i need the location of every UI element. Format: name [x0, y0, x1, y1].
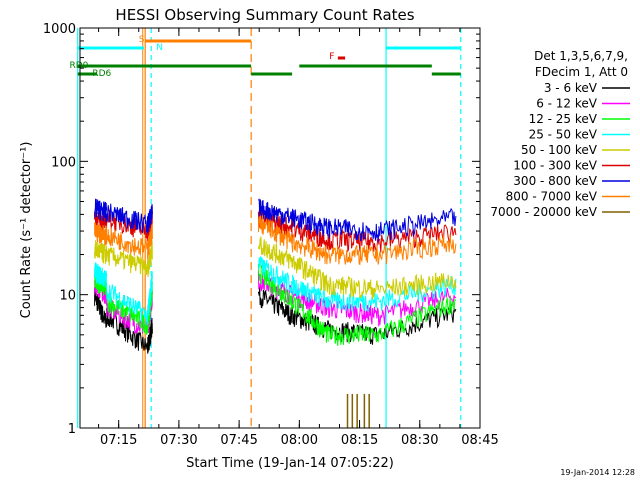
series-3-segment-0 [94, 262, 108, 288]
y-tick-label-1: 10 [59, 289, 76, 304]
series-5-segment-5 [327, 229, 380, 253]
series-1-segment-6 [378, 287, 457, 326]
series-0-segment-0 [94, 287, 108, 328]
series-7-segment-1 [106, 227, 149, 256]
series-0-segment-3 [257, 286, 293, 325]
series-6-segment-2 [147, 204, 153, 234]
series-4-segment-6 [378, 272, 457, 296]
chart-title: HESSI Observing Summary Count Rates [115, 6, 414, 24]
y-axis-label: Count Rate (s⁻¹ detector⁻¹) [19, 142, 34, 319]
series-7-segment-0 [94, 222, 108, 246]
x-axis-label: Start Time (19-Jan-14 07:05:22) [186, 456, 394, 471]
series-6-segment-4 [291, 208, 329, 237]
y-tick-label-0: 1 [68, 422, 76, 437]
y-tick-label-3: 1000 [43, 22, 76, 37]
legend-label-6: 300 - 800 keV [513, 174, 597, 188]
series-2-segment-6 [378, 296, 457, 340]
series-2-segment-5 [327, 324, 380, 346]
x-tick-label-4: 08:15 [341, 433, 378, 448]
legend-label-7: 800 - 7000 keV [506, 190, 598, 204]
series-2-segment-4 [291, 296, 329, 343]
series-3-segment-2 [147, 271, 153, 325]
x-tick-label-0: 07:15 [100, 433, 137, 448]
series-4-segment-1 [106, 247, 149, 277]
series-6-segment-5 [327, 218, 380, 242]
legend-label-5: 100 - 300 keV [513, 159, 597, 173]
series-3-segment-4 [291, 274, 329, 310]
footer-date: 19-Jan-2014 12:28 [560, 468, 635, 477]
series-6-segment-6 [378, 207, 457, 241]
plot-frame [79, 27, 481, 429]
axes: 1 10 100 1000 07:15 07:30 07:45 08:00 08:15 08:30… [43, 22, 499, 448]
legend-header-2: FDecim 1, Att 0 [535, 65, 628, 79]
legend-label-1: 6 - 12 keV [536, 97, 598, 111]
x-tick-label-2: 07:45 [220, 433, 257, 448]
series-4-segment-0 [94, 240, 108, 264]
series-6-segment-3 [257, 198, 293, 226]
flag-label-2: F [329, 52, 334, 62]
series-7-segment-2 [147, 223, 153, 260]
series-2-segment-1 [106, 294, 148, 335]
flag-label-1: N [156, 43, 163, 53]
plot-area: S N F RD0 RD6 [69, 28, 462, 428]
series-3-segment-1 [106, 282, 149, 325]
legend-header-1: Det 1,3,5,6,7,9, [534, 49, 628, 63]
x-tick-label-1: 07:30 [160, 433, 197, 448]
series-3-segment-3 [258, 256, 293, 294]
series-1-segment-5 [327, 299, 380, 327]
series-4-segment-5 [327, 275, 380, 300]
series-7-segment-6 [378, 234, 457, 265]
series-0-segment-6 [378, 304, 457, 339]
series-0-segment-2 [147, 317, 153, 354]
x-tick-label-5: 08:30 [401, 433, 438, 448]
series-6-segment-0 [94, 198, 108, 223]
x-tick-label-6: 08:45 [461, 433, 498, 448]
legend-label-8: 7000 - 20000 keV [490, 205, 597, 219]
flag-label-3: RD0 [69, 61, 88, 71]
series-4-segment-4 [291, 255, 329, 293]
series-4-segment-2 [147, 240, 153, 277]
x-tick-label-3: 08:00 [281, 433, 318, 448]
legend-label-4: 50 - 100 keV [521, 143, 598, 157]
series-6-segment-1 [106, 203, 149, 233]
series-7-segment-3 [257, 215, 293, 250]
series-7-segment-4 [291, 233, 329, 265]
legend-label-2: 12 - 25 keV [529, 112, 598, 126]
y-tick-label-2: 100 [51, 155, 76, 170]
legend-label-3: 25 - 50 keV [529, 128, 598, 142]
series-4-segment-3 [257, 236, 293, 269]
flag-label-4: RD6 [92, 69, 111, 79]
flag-label-0: S [139, 35, 145, 45]
series-7-segment-5 [327, 245, 380, 266]
legend-label-0: 3 - 6 keV [544, 81, 598, 95]
